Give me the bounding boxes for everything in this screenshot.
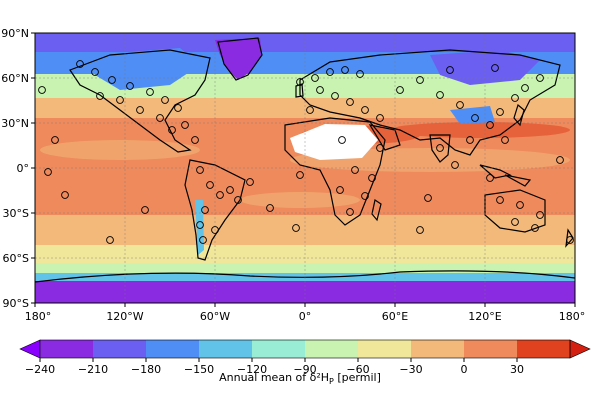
colorbar-tick-label: −150 bbox=[184, 363, 214, 376]
colorbar-tick-label: −90 bbox=[293, 363, 316, 376]
lat-label-60s: 60°S bbox=[3, 252, 29, 265]
colorbar-bin bbox=[305, 340, 359, 358]
colorbar-ticks: −240 −210 −180 −150 −120 −90 −60 −30 0 30 bbox=[25, 358, 524, 376]
lat-label-90s: 90°S bbox=[3, 297, 29, 310]
colorbar-tick-label: 0 bbox=[461, 363, 468, 376]
lon-label-60e: 60°E bbox=[382, 310, 408, 323]
band-antarctic bbox=[35, 281, 575, 303]
map-panel bbox=[35, 33, 575, 303]
lon-label-120w: 120°W bbox=[106, 310, 143, 323]
colorbar-tick-label: −120 bbox=[237, 363, 267, 376]
band-south-sub bbox=[35, 263, 575, 273]
lat-label-60n: 60°N bbox=[1, 72, 29, 85]
colorbar-bin bbox=[517, 340, 571, 358]
canada-cold bbox=[90, 48, 200, 90]
lat-label-30s: 30°S bbox=[3, 207, 29, 220]
lat-label-30n: 30°N bbox=[1, 117, 29, 130]
lat-label-90n: 90°N bbox=[1, 27, 29, 40]
colorbar-over-triangle bbox=[569, 339, 591, 359]
lon-label-180e: 180° bbox=[559, 310, 586, 323]
colorbar-tick-label: −210 bbox=[78, 363, 108, 376]
colorbar-tick-label: −60 bbox=[346, 363, 369, 376]
colorbar-tick-label: −30 bbox=[399, 363, 422, 376]
colorbar-bin bbox=[464, 340, 518, 358]
colorbar bbox=[19, 339, 591, 359]
lon-label-0: 0° bbox=[299, 310, 312, 323]
colorbar-tick-label: −180 bbox=[131, 363, 161, 376]
greenland-cold bbox=[215, 38, 262, 80]
lon-axis: 180° 120°W 60°W 0° 60°E 120°E 180° bbox=[25, 303, 586, 323]
tibet-cold bbox=[450, 106, 495, 124]
colorbar-bin bbox=[411, 340, 465, 358]
lon-label-60w: 60°W bbox=[200, 310, 230, 323]
colorbar-tick-label: −240 bbox=[25, 363, 55, 376]
lat-axis: 90°N 60°N 30°N 0° 30°S 60°S 90°S bbox=[1, 27, 35, 310]
lat-label-0: 0° bbox=[17, 162, 30, 175]
siberia-cold bbox=[430, 50, 540, 85]
lon-label-180w: 180° bbox=[25, 310, 52, 323]
colorbar-title: Annual mean of δ²HP [permil] bbox=[219, 371, 381, 386]
colorbar-tick-label: 30 bbox=[510, 363, 524, 376]
colorbar-bin bbox=[40, 340, 94, 358]
colorbar-bin bbox=[93, 340, 147, 358]
station-markers bbox=[38, 60, 574, 244]
coastlines bbox=[35, 37, 575, 283]
andes-cold bbox=[195, 200, 204, 255]
colorbar-bin bbox=[199, 340, 253, 358]
colorbar-under-triangle bbox=[19, 339, 41, 359]
colorbar-bin bbox=[358, 340, 412, 358]
sahara-white bbox=[290, 124, 378, 160]
colorbar-bin bbox=[146, 340, 200, 358]
gridlines bbox=[35, 33, 575, 303]
colorbar-bin bbox=[252, 340, 306, 358]
lon-label-120e: 120°E bbox=[468, 310, 501, 323]
